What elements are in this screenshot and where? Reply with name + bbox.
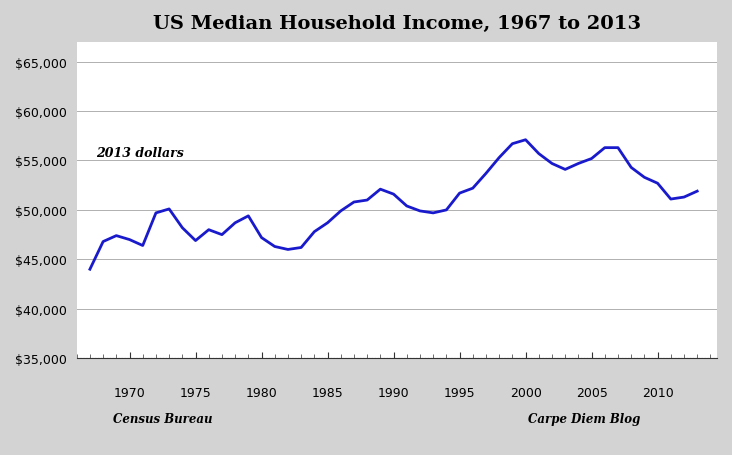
- Text: Census Bureau: Census Bureau: [113, 412, 213, 425]
- Text: 2013 dollars: 2013 dollars: [97, 147, 184, 159]
- Text: Carpe Diem Blog: Carpe Diem Blog: [528, 412, 640, 425]
- Title: US Median Household Income, 1967 to 2013: US Median Household Income, 1967 to 2013: [153, 15, 641, 33]
